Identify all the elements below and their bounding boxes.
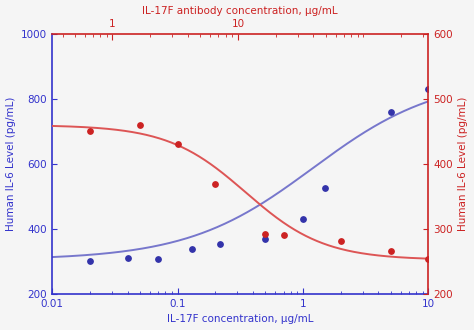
Point xyxy=(136,122,144,128)
Point xyxy=(86,129,94,134)
Point xyxy=(425,256,432,262)
Point xyxy=(280,232,287,238)
Point xyxy=(262,236,269,242)
Point xyxy=(211,181,219,186)
Point xyxy=(124,255,131,260)
Point xyxy=(155,256,162,262)
Point xyxy=(174,142,182,147)
Point xyxy=(425,86,432,92)
X-axis label: IL-17F concentration, μg/mL: IL-17F concentration, μg/mL xyxy=(167,314,313,324)
Y-axis label: Human IL-6 Level (pg/mL): Human IL-6 Level (pg/mL) xyxy=(458,97,468,231)
Point xyxy=(217,241,224,246)
Point xyxy=(321,186,329,191)
Point xyxy=(188,246,196,251)
Point xyxy=(387,109,394,115)
Y-axis label: Human IL-6 Level (pg/mL): Human IL-6 Level (pg/mL) xyxy=(6,97,16,231)
Point xyxy=(86,258,94,263)
Point xyxy=(299,216,307,222)
Point xyxy=(387,248,394,254)
Point xyxy=(337,239,345,244)
X-axis label: IL-17F antibody concentration, μg/mL: IL-17F antibody concentration, μg/mL xyxy=(143,6,338,16)
Point xyxy=(262,231,269,237)
